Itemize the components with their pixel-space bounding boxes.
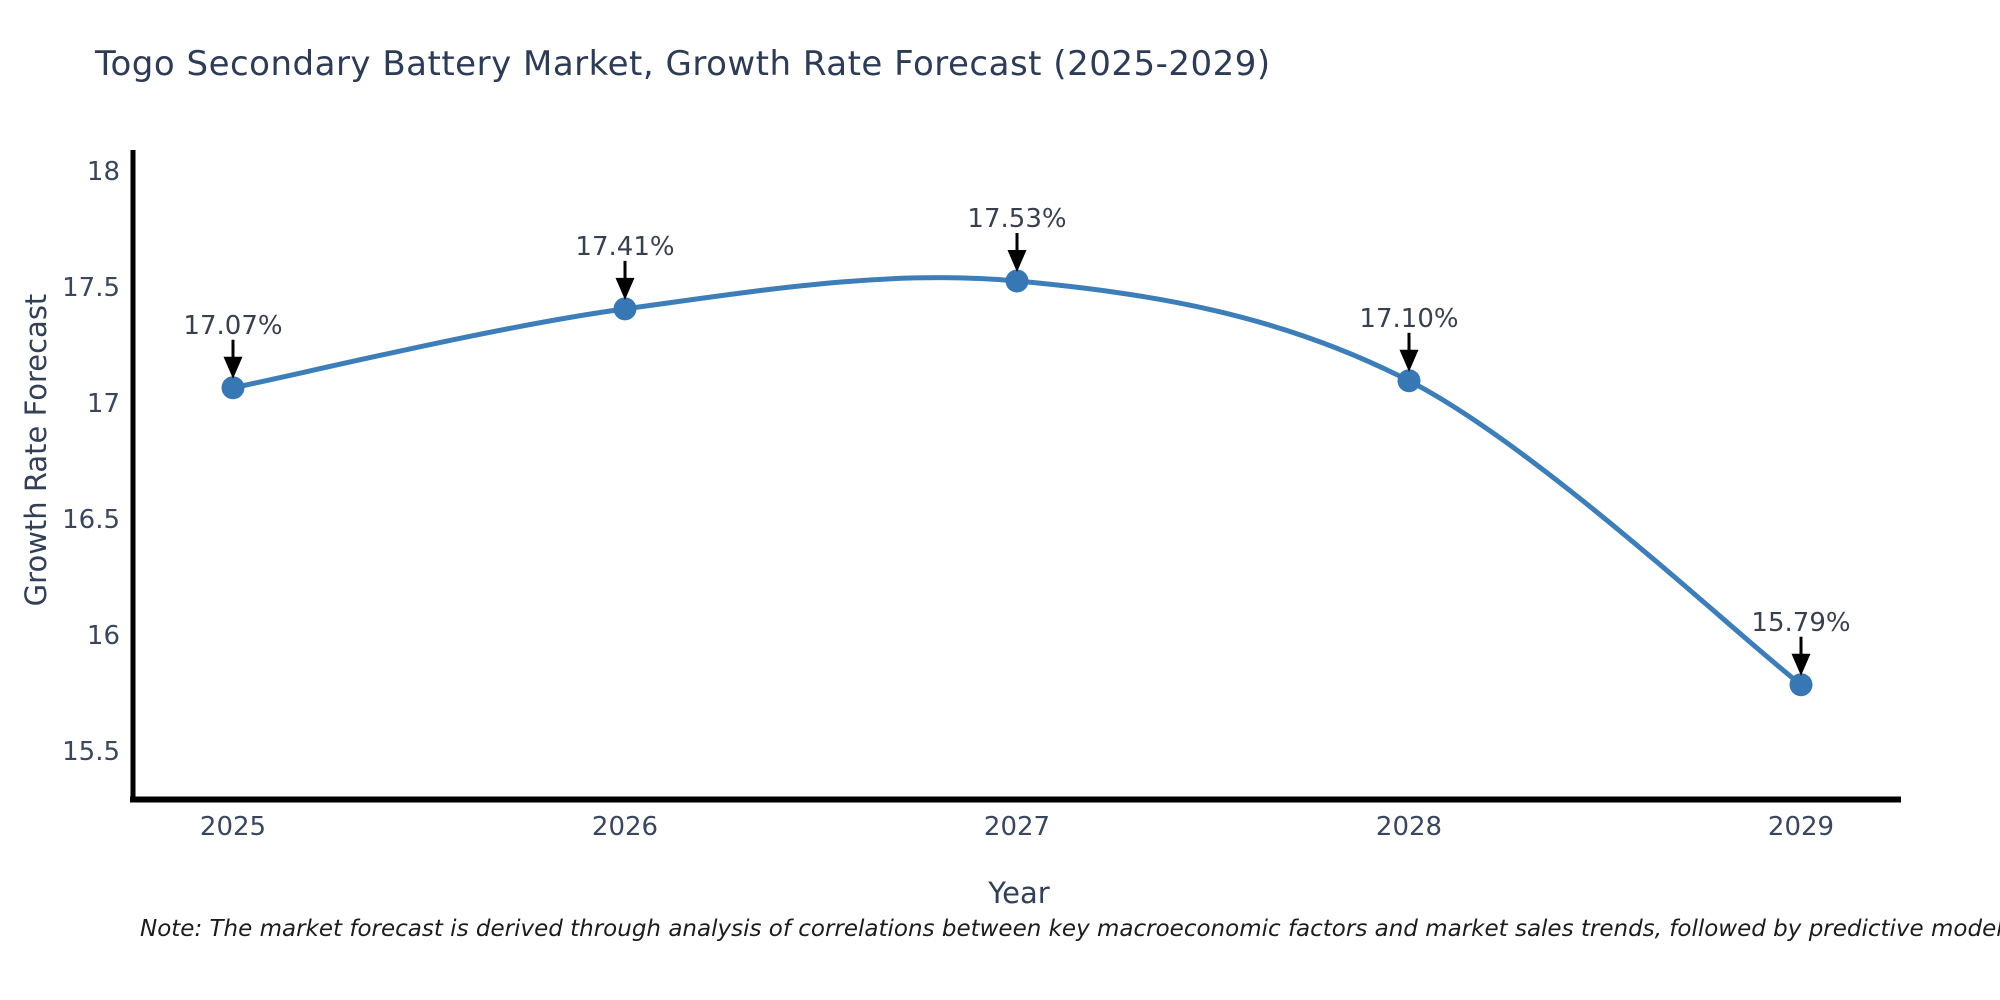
annotation-arrowhead-icon [1399,349,1419,372]
chart-title: Togo Secondary Battery Market, Growth Ra… [95,44,1271,84]
annotation-arrowhead-icon [1007,250,1027,273]
y-tick-label: 15.5 [62,737,120,767]
y-tick-label: 18 [86,157,120,187]
annotation-arrowhead-icon [1791,653,1811,676]
data-point-marker [221,376,245,400]
y-tick-label: 17.5 [62,273,120,303]
annotation-label: 17.41% [575,231,675,262]
y-tick-label: 16.5 [62,505,120,535]
annotation-label: 15.79% [1751,607,1851,638]
series-layer [221,269,1813,697]
x-tick-label: 2028 [1375,812,1443,842]
annotation-label: 17.07% [183,310,283,341]
y-tick-label: 17 [86,389,120,419]
annotation-arrowhead-icon [223,356,243,379]
y-tick-label: 16 [86,621,120,651]
data-point-marker [613,297,637,321]
data-point-marker [1789,673,1813,697]
x-tick-label: 2029 [1767,812,1835,842]
annotation-arrows-layer [223,233,1811,676]
footnote: Note: The market forecast is derived thr… [140,916,2000,942]
x-axis-title: Year [988,876,1050,910]
annotation-label: 17.10% [1359,303,1459,334]
annotation-label: 17.53% [967,204,1067,235]
x-tick-label: 2025 [199,812,267,842]
x-tick-label: 2027 [983,812,1051,842]
data-point-marker [1005,269,1029,293]
data-point-marker [1397,369,1421,393]
x-tick-label: 2026 [591,812,659,842]
annotation-arrowhead-icon [615,277,635,300]
series-line [232,275,1803,687]
